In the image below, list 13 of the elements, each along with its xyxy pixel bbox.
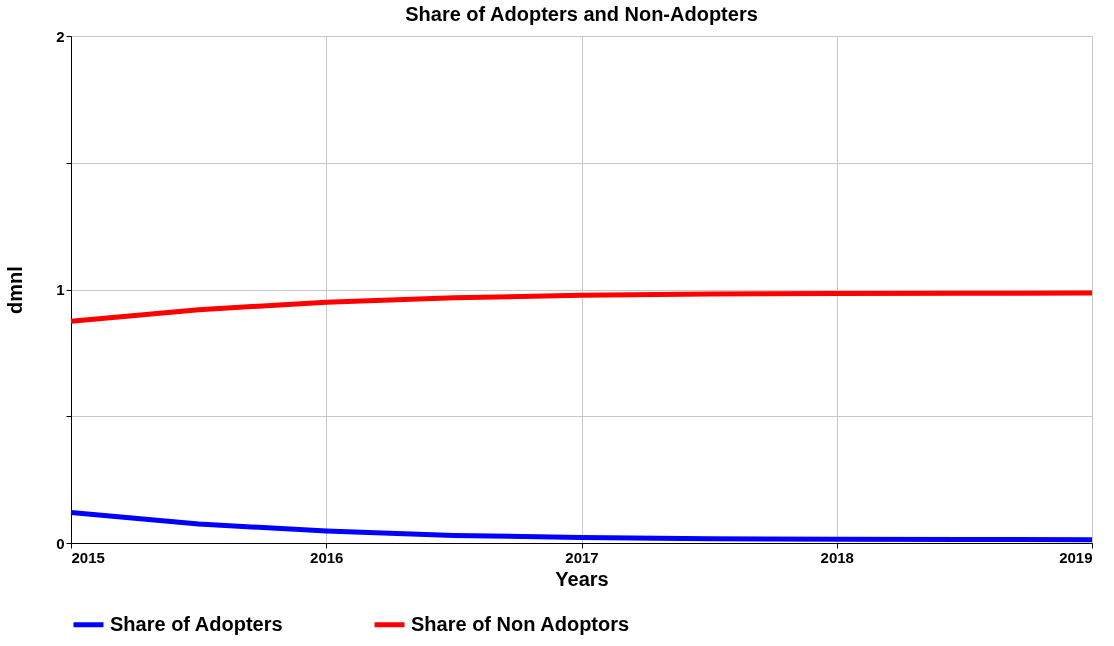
y-tick-label: 2 bbox=[56, 27, 65, 45]
x-tick-label: 2018 bbox=[820, 548, 854, 566]
y-axis-title: dmnl bbox=[4, 266, 27, 314]
x-tick-label: 2017 bbox=[565, 548, 599, 566]
chart-title: Share of Adopters and Non-Adopters bbox=[405, 3, 758, 25]
x-tick-label: 2016 bbox=[310, 548, 344, 566]
x-tick-label: 2015 bbox=[71, 548, 105, 566]
y-tick-label: 0 bbox=[56, 534, 65, 552]
x-axis-title: Years bbox=[555, 567, 609, 590]
legend-label: Share of Non Adoptors bbox=[411, 612, 630, 635]
legend-label: Share of Adopters bbox=[110, 612, 283, 635]
x-tick-label: 2019 bbox=[1059, 548, 1093, 566]
y-tick-label: 1 bbox=[56, 281, 65, 298]
